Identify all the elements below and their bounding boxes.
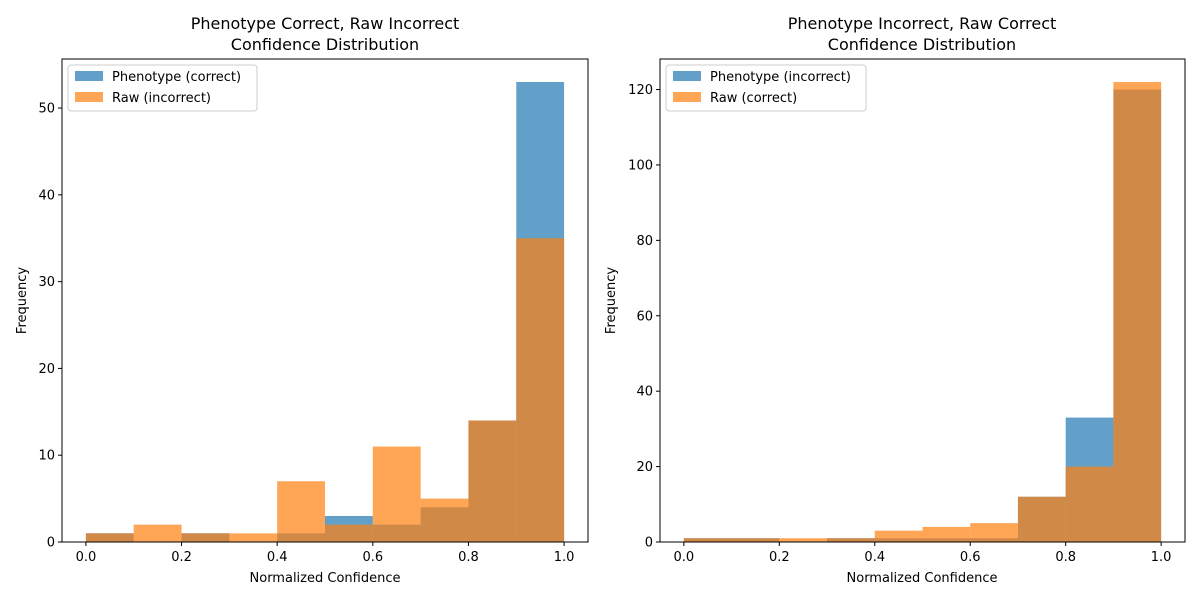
ticks-group: 0.0 0.2 0.4 0.6 0.8 1.0 0 10 20 30 40 50 xyxy=(38,102,574,565)
bar-series1-bin3 xyxy=(229,533,278,542)
y-tick-label: 50 xyxy=(38,102,55,117)
plot-frame xyxy=(659,58,1186,543)
y-tick-label: 30 xyxy=(38,275,55,290)
x-tick-label: 0.8 xyxy=(1055,550,1076,565)
bar-series1-bin5 xyxy=(325,524,373,542)
x-axis-label: Normalized Confidence xyxy=(250,571,401,586)
y-tick-label: 20 xyxy=(636,460,653,475)
legend-label-phenotype: Phenotype (incorrect) xyxy=(710,70,851,85)
bar-series1-bin7 xyxy=(420,498,469,542)
bar-series1-bin0 xyxy=(683,538,732,542)
bar-series1-bin6 xyxy=(372,446,421,542)
bar-series1-bin4 xyxy=(277,481,325,542)
legend-swatch-phenotype xyxy=(673,71,701,81)
bar-series1-bin1 xyxy=(133,524,182,542)
bar-series1-bin9 xyxy=(1113,82,1162,542)
plot-frame xyxy=(61,58,589,543)
x-tick-label: 1.0 xyxy=(554,550,575,565)
legend-label-raw: Raw (incorrect) xyxy=(112,91,211,106)
chart-title: Phenotype Correct, Raw Incorrect xyxy=(191,14,460,33)
x-tick-label: 0.2 xyxy=(171,550,192,565)
bar-series1-bin2 xyxy=(181,533,230,542)
legend: Phenotype (correct) Raw (incorrect) xyxy=(67,64,258,112)
x-tick-label: 0.2 xyxy=(769,550,790,565)
bar-series1-bin8 xyxy=(468,420,517,542)
y-tick-label: 60 xyxy=(636,309,653,324)
x-axis-label: Normalized Confidence xyxy=(847,571,998,586)
x-tick-label: 0.0 xyxy=(674,550,695,565)
x-tick-label: 1.0 xyxy=(1151,550,1172,565)
ticks-group: 0.0 0.2 0.4 0.6 0.8 1.0 0 20 40 60 80 100 120 xyxy=(628,83,1171,565)
x-tick-label: 0.4 xyxy=(864,550,885,565)
y-tick-label: 20 xyxy=(38,362,55,377)
y-tick-label: 0 xyxy=(645,536,653,551)
y-tick-label: 100 xyxy=(628,158,653,173)
legend-swatch-raw xyxy=(673,92,701,102)
bar-series1-bin0 xyxy=(85,533,134,542)
chart-title: Phenotype Incorrect, Raw Correct xyxy=(788,14,1057,33)
y-tick-label: 120 xyxy=(628,83,653,98)
chart-panel-left: Phenotype Correct, Raw Incorrect Confide… xyxy=(15,14,589,586)
bar-series1-bin5 xyxy=(922,526,971,542)
legend-label-raw: Raw (correct) xyxy=(710,91,797,106)
bar-series1-bin6 xyxy=(970,523,1018,542)
legend: Phenotype (incorrect) Raw (correct) xyxy=(665,64,867,112)
x-tick-label: 0.4 xyxy=(267,550,288,565)
x-tick-label: 0.0 xyxy=(76,550,97,565)
legend-swatch-raw xyxy=(75,92,103,102)
bar-series1-bin2 xyxy=(779,538,828,542)
legend-label-phenotype: Phenotype (correct) xyxy=(112,70,241,85)
bar-series1-bin7 xyxy=(1017,496,1066,542)
y-tick-label: 40 xyxy=(636,385,653,400)
x-tick-label: 0.8 xyxy=(458,550,479,565)
bars-group xyxy=(683,82,1162,542)
bar-series1-bin3 xyxy=(827,538,875,542)
chart-panel-right: Phenotype Incorrect, Raw Correct Confide… xyxy=(604,14,1186,586)
chart-subtitle: Confidence Distribution xyxy=(828,35,1016,54)
y-tick-label: 0 xyxy=(47,536,55,551)
legend-box xyxy=(67,64,258,112)
y-axis-label: Frequency xyxy=(604,267,619,334)
y-tick-label: 10 xyxy=(38,449,55,464)
bar-series1-bin4 xyxy=(874,530,923,542)
bar-series1-bin1 xyxy=(731,538,780,542)
bar-series1-bin9 xyxy=(516,238,565,542)
x-tick-label: 0.6 xyxy=(362,550,383,565)
bar-series1-bin8 xyxy=(1065,466,1114,542)
y-axis-label: Frequency xyxy=(15,267,30,334)
legend-swatch-phenotype xyxy=(75,71,103,81)
y-tick-label: 40 xyxy=(38,188,55,203)
bars-group xyxy=(85,82,565,542)
y-tick-label: 80 xyxy=(636,234,653,249)
chart-subtitle: Confidence Distribution xyxy=(231,35,419,54)
x-tick-label: 0.6 xyxy=(960,550,981,565)
legend-box xyxy=(665,64,867,112)
